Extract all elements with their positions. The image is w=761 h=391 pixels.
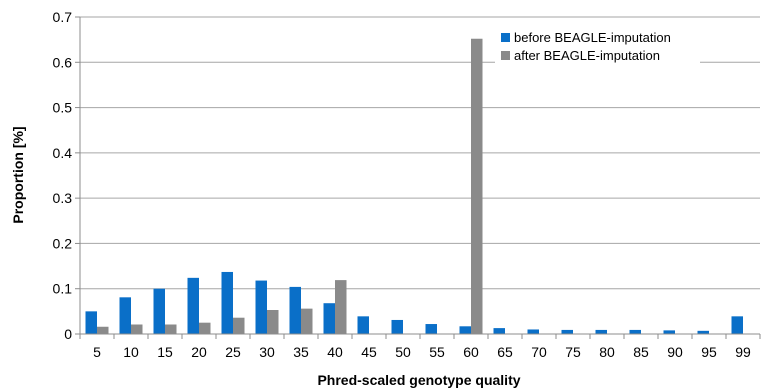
x-tick-label: 75 <box>565 344 581 360</box>
bar-after-15 <box>165 324 177 334</box>
bar-before-30 <box>255 280 267 334</box>
x-tick-label: 30 <box>259 344 275 360</box>
x-axis-title: Phred-scaled genotype quality <box>317 372 520 388</box>
bar-before-60 <box>459 326 471 334</box>
bar-after-30 <box>267 309 279 334</box>
y-tick-label: 0.2 <box>53 235 73 251</box>
y-tick-label: 0.7 <box>53 9 73 25</box>
bar-after-10 <box>131 324 143 334</box>
bar-before-20 <box>187 277 199 334</box>
legend-swatch-after <box>501 51 510 60</box>
bar-before-15 <box>153 288 165 334</box>
bar-after-5 <box>97 326 109 334</box>
x-tick-label: 99 <box>735 344 751 360</box>
bars <box>85 38 743 334</box>
y-tick-label: 0.1 <box>53 281 73 297</box>
legend-label-after: after BEAGLE-imputation <box>514 48 660 63</box>
x-tick-label: 90 <box>667 344 683 360</box>
y-tick-label: 0.3 <box>53 190 73 206</box>
bar-before-35 <box>289 286 301 334</box>
bar-before-10 <box>119 297 131 334</box>
legend: before BEAGLE-imputation after BEAGLE-im… <box>495 25 700 67</box>
y-tick-label: 0.6 <box>53 54 73 70</box>
bar-after-60 <box>471 38 483 334</box>
bar-before-99 <box>731 316 743 334</box>
bar-after-20 <box>199 322 211 334</box>
x-tick-label: 65 <box>497 344 513 360</box>
legend-background <box>495 25 700 67</box>
x-tick-labels: 5 10 15 20 25 30 35 40 45 50 55 60 65 70 75 80 85 90 95 99 <box>93 344 751 360</box>
x-tick-label: 20 <box>191 344 207 360</box>
y-tick-label: 0.5 <box>53 100 73 116</box>
bar-after-35 <box>301 308 313 334</box>
gridlines <box>80 16 760 290</box>
bar-before-5 <box>85 311 97 334</box>
x-tick-label: 15 <box>157 344 173 360</box>
x-tick-label: 5 <box>93 344 101 360</box>
x-tick-label: 80 <box>599 344 615 360</box>
x-tick-label: 35 <box>293 344 309 360</box>
bar-after-40 <box>335 280 347 334</box>
bar-before-50 <box>391 319 403 334</box>
y-tick-label: 0.4 <box>53 145 73 161</box>
bar-before-40 <box>323 303 335 334</box>
bar-before-80 <box>595 329 607 334</box>
x-tick-label: 10 <box>123 344 139 360</box>
x-tick-label: 25 <box>225 344 241 360</box>
bar-before-65 <box>493 328 505 334</box>
x-tick-label: 70 <box>531 344 547 360</box>
axes <box>75 16 761 339</box>
bar-before-85 <box>629 329 641 334</box>
legend-swatch-before <box>501 33 510 42</box>
bar-before-90 <box>663 330 675 334</box>
x-tick-label: 85 <box>633 344 649 360</box>
legend-label-before: before BEAGLE-imputation <box>514 30 671 45</box>
bar-after-25 <box>233 317 245 334</box>
y-tick-label: 0 <box>64 326 72 342</box>
bar-before-45 <box>357 316 369 334</box>
x-tick-label: 95 <box>701 344 717 360</box>
bar-before-75 <box>561 329 573 334</box>
x-tick-label: 60 <box>463 344 479 360</box>
bar-before-25 <box>221 271 233 334</box>
x-tick-label: 45 <box>361 344 377 360</box>
x-tick-label: 55 <box>429 344 445 360</box>
x-tick-label: 50 <box>395 344 411 360</box>
bar-before-95 <box>697 330 709 334</box>
y-axis-title: Proportion [%] <box>10 126 26 223</box>
x-tick-label: 40 <box>327 344 343 360</box>
y-tick-labels: 0 0.1 0.2 0.3 0.4 0.5 0.6 0.7 <box>53 9 73 342</box>
bar-before-55 <box>425 324 437 334</box>
bar-before-70 <box>527 329 539 334</box>
